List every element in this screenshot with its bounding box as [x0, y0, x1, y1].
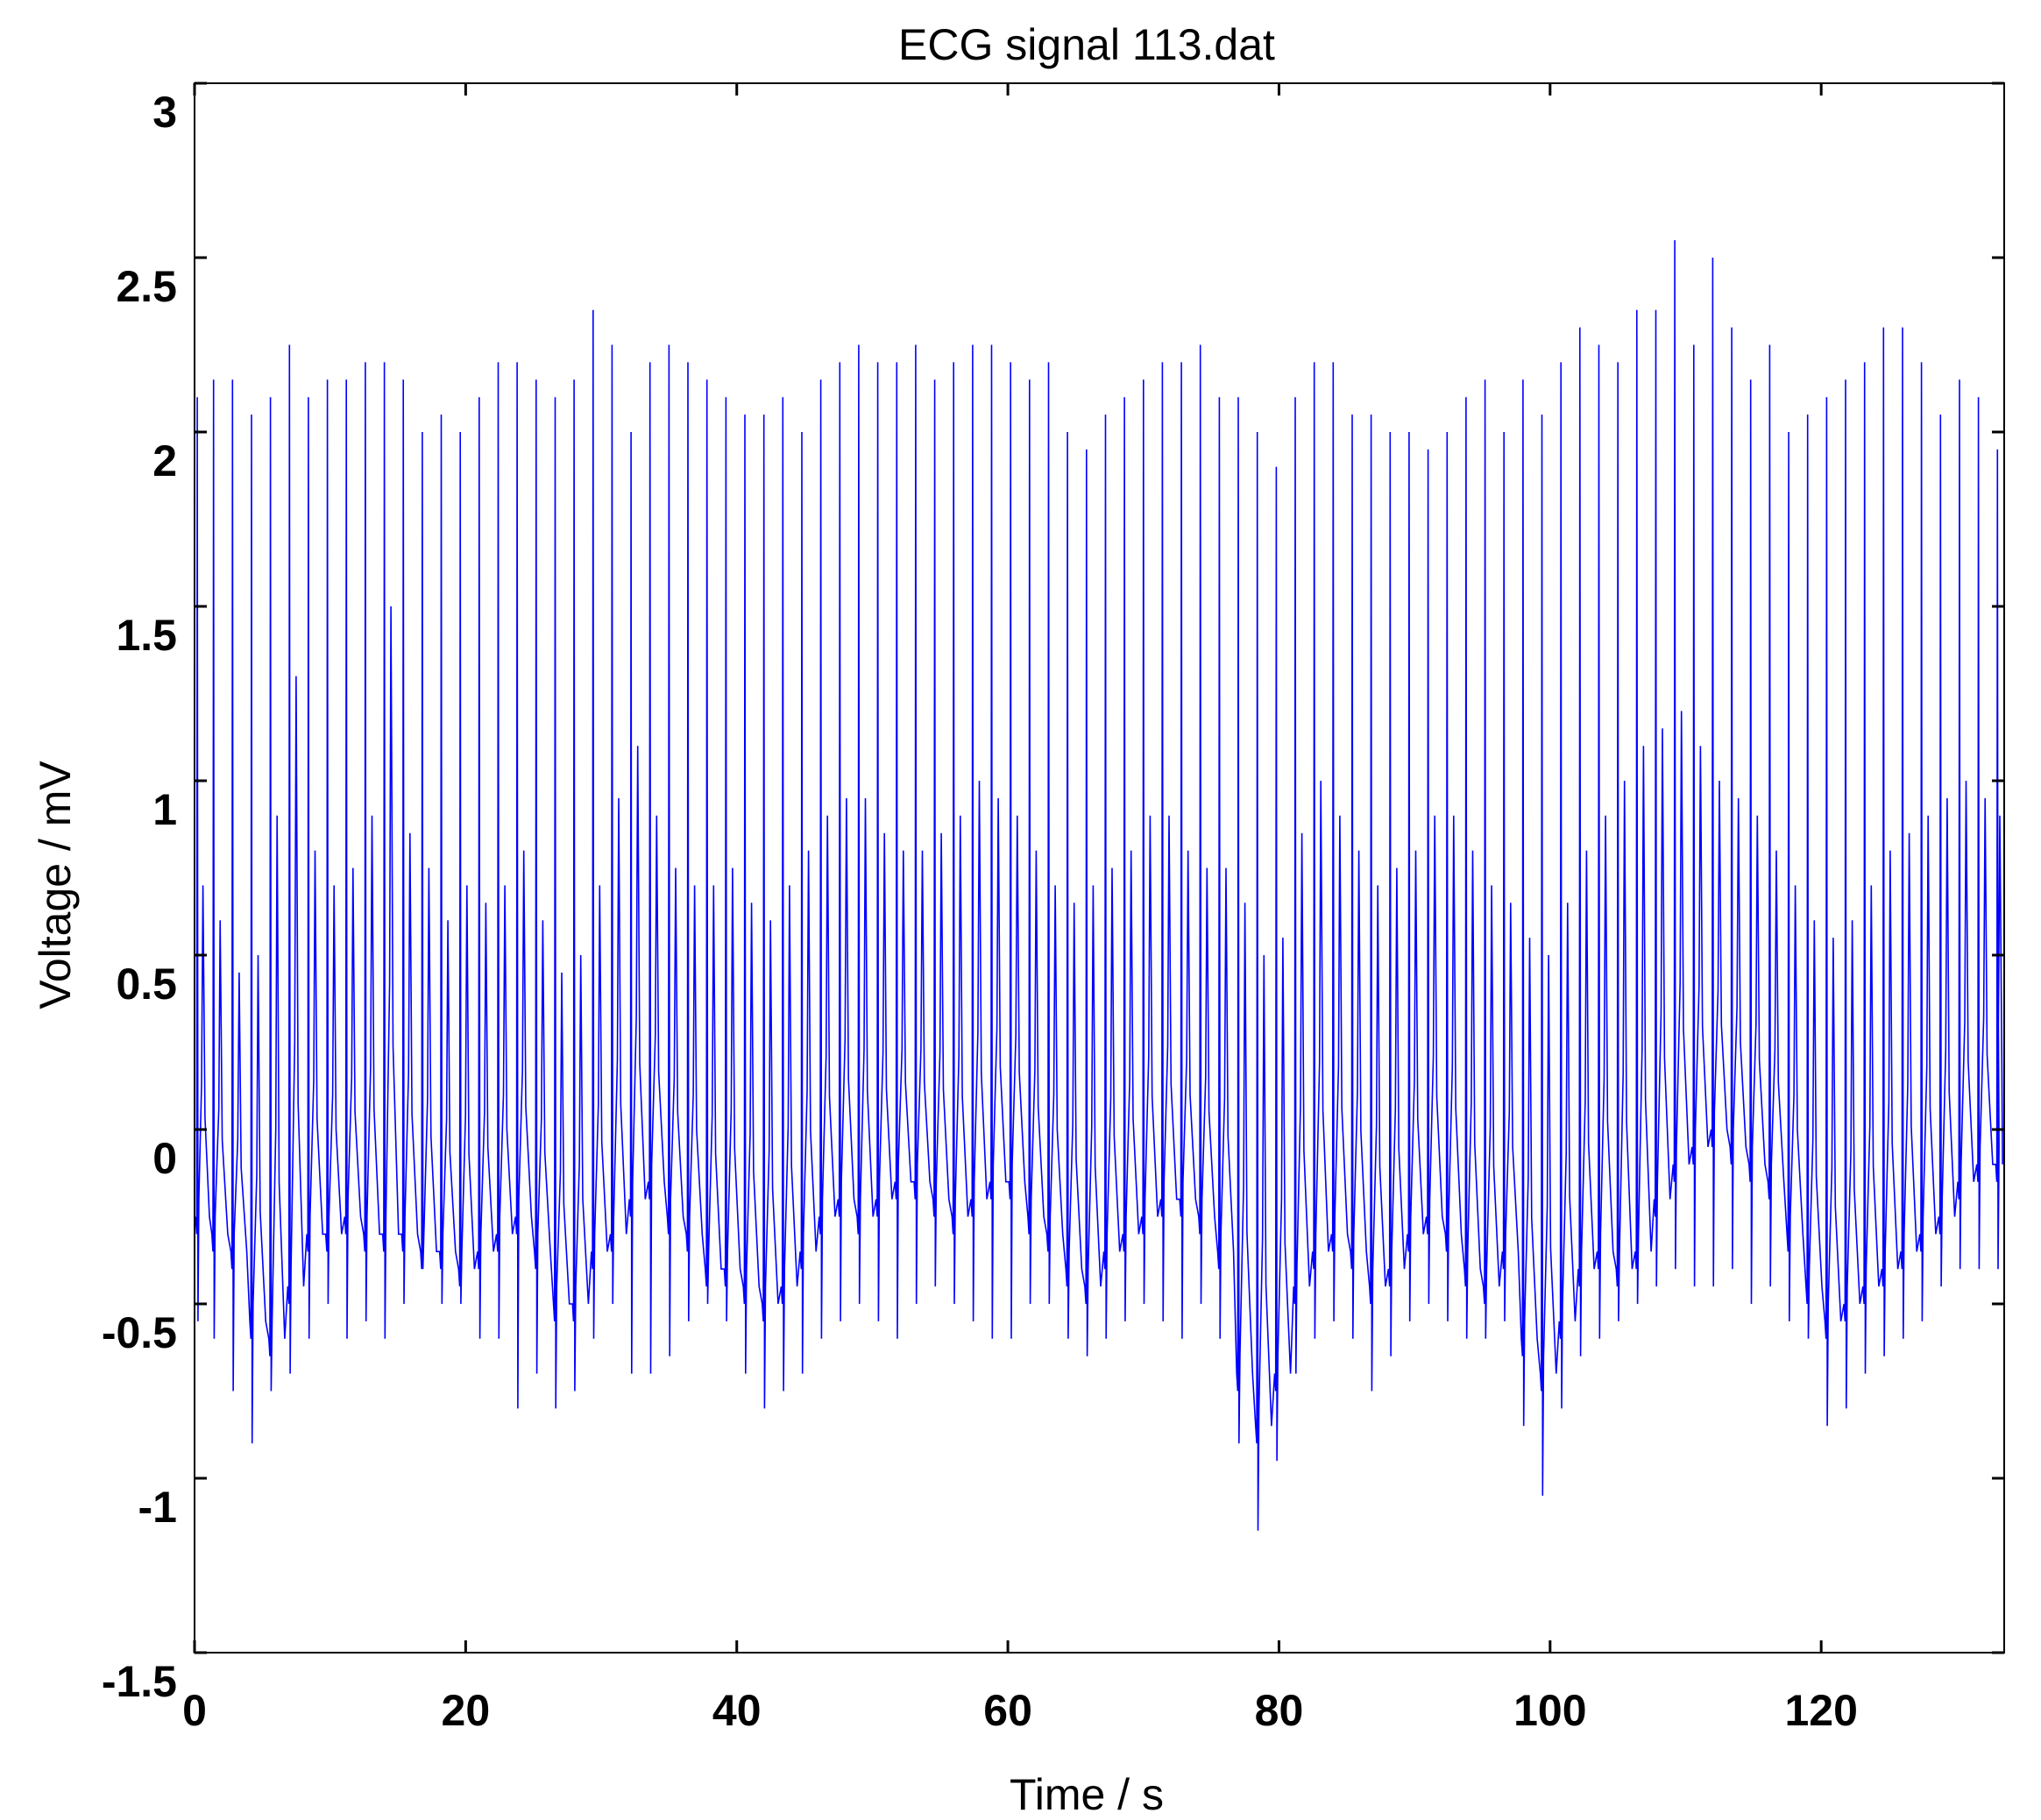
y-tick-label: -0.5 — [102, 1308, 177, 1357]
y-tick-label: 1.5 — [116, 611, 177, 660]
y-tick-label: 0 — [152, 1134, 177, 1183]
x-tick-label: 60 — [983, 1686, 1032, 1735]
x-tick-label: 100 — [1513, 1686, 1586, 1735]
axis-ticks: 0 20 40 60 80 100 120 -1.5 -1 -0.5 0 0.5 1 1.5 2 2.5 3 — [102, 81, 2004, 1735]
x-tick-label: 40 — [712, 1686, 762, 1735]
y-tick-label: -1 — [138, 1483, 177, 1532]
y-tick-label: 1 — [152, 785, 177, 834]
y-tick-label: 2 — [152, 436, 177, 485]
x-tick-label: 120 — [1784, 1686, 1857, 1735]
ecg-series-line — [195, 240, 2003, 1531]
plot-area — [195, 240, 2003, 1531]
x-tick-label: 80 — [1255, 1686, 1304, 1735]
x-axis-label: Time / s — [1010, 1770, 1164, 1819]
y-tick-label: 0.5 — [116, 960, 177, 1009]
y-tick-label: 3 — [152, 88, 177, 137]
y-tick-label: 2.5 — [116, 262, 177, 311]
x-tick-label: 20 — [442, 1686, 491, 1735]
plot-frame — [194, 82, 2005, 1654]
x-tick-label: 0 — [182, 1686, 207, 1735]
y-axis-label: Voltage / mV — [31, 761, 80, 1009]
y-tick-label: -1.5 — [102, 1657, 177, 1706]
chart-title: ECG signal 113.dat — [898, 20, 1275, 69]
